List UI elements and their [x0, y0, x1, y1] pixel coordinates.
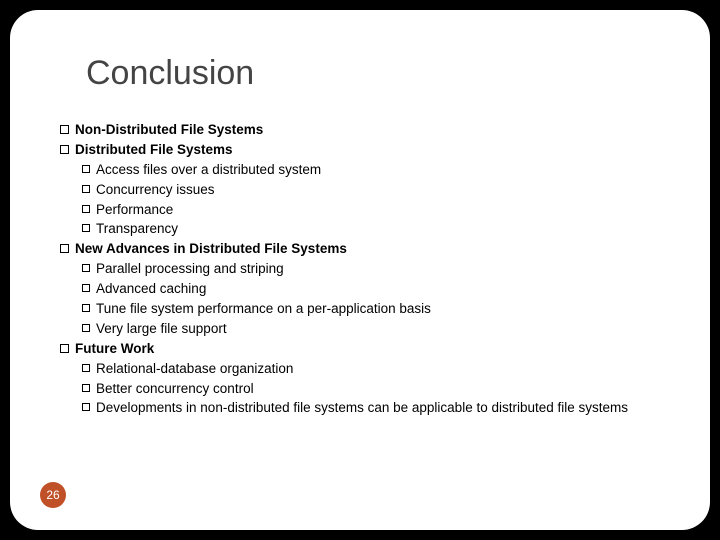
square-bullet-icon [82, 224, 90, 232]
page-number: 26 [46, 488, 59, 502]
list-item: Very large file support [82, 320, 660, 339]
item-text: Distributed File Systems [75, 141, 660, 160]
item-text: Parallel processing and striping [96, 260, 660, 279]
slide-title: Conclusion [86, 54, 660, 93]
square-bullet-icon [82, 403, 90, 411]
list-item: Distributed File Systems [60, 141, 660, 160]
item-text: Very large file support [96, 320, 660, 339]
item-text: Performance [96, 201, 660, 220]
square-bullet-icon [82, 165, 90, 173]
item-text: Advanced caching [96, 280, 660, 299]
item-text: Better concurrency control [96, 380, 660, 399]
list-item: New Advances in Distributed File Systems [60, 240, 660, 259]
square-bullet-icon [82, 384, 90, 392]
square-bullet-icon [82, 324, 90, 332]
square-bullet-icon [82, 304, 90, 312]
list-item: Concurrency issues [82, 181, 660, 200]
list-item: Access files over a distributed system [82, 161, 660, 180]
page-number-badge: 26 [40, 482, 66, 508]
list-item: Future Work [60, 340, 660, 359]
item-text: Relational-database organization [96, 360, 660, 379]
list-item: Advanced caching [82, 280, 660, 299]
list-item: Non-Distributed File Systems [60, 121, 660, 140]
square-bullet-icon [60, 145, 69, 154]
slide-content: Non-Distributed File Systems Distributed… [60, 121, 660, 418]
square-bullet-icon [82, 284, 90, 292]
list-item: Tune file system performance on a per-ap… [82, 300, 660, 319]
item-text: New Advances in Distributed File Systems [75, 240, 660, 259]
list-item: Better concurrency control [82, 380, 660, 399]
list-item: Relational-database organization [82, 360, 660, 379]
item-text: Developments in non-distributed file sys… [96, 399, 660, 418]
list-item: Transparency [82, 220, 660, 239]
item-text: Tune file system performance on a per-ap… [96, 300, 660, 319]
list-item: Parallel processing and striping [82, 260, 660, 279]
square-bullet-icon [82, 364, 90, 372]
square-bullet-icon [60, 344, 69, 353]
square-bullet-icon [60, 125, 69, 134]
item-text: Concurrency issues [96, 181, 660, 200]
square-bullet-icon [82, 205, 90, 213]
square-bullet-icon [82, 264, 90, 272]
square-bullet-icon [60, 244, 69, 253]
item-text: Future Work [75, 340, 660, 359]
item-text: Access files over a distributed system [96, 161, 660, 180]
square-bullet-icon [82, 185, 90, 193]
list-item: Developments in non-distributed file sys… [82, 399, 660, 418]
slide: Conclusion Non-Distributed File Systems … [10, 10, 710, 530]
item-text: Non-Distributed File Systems [75, 121, 660, 140]
list-item: Performance [82, 201, 660, 220]
item-text: Transparency [96, 220, 660, 239]
